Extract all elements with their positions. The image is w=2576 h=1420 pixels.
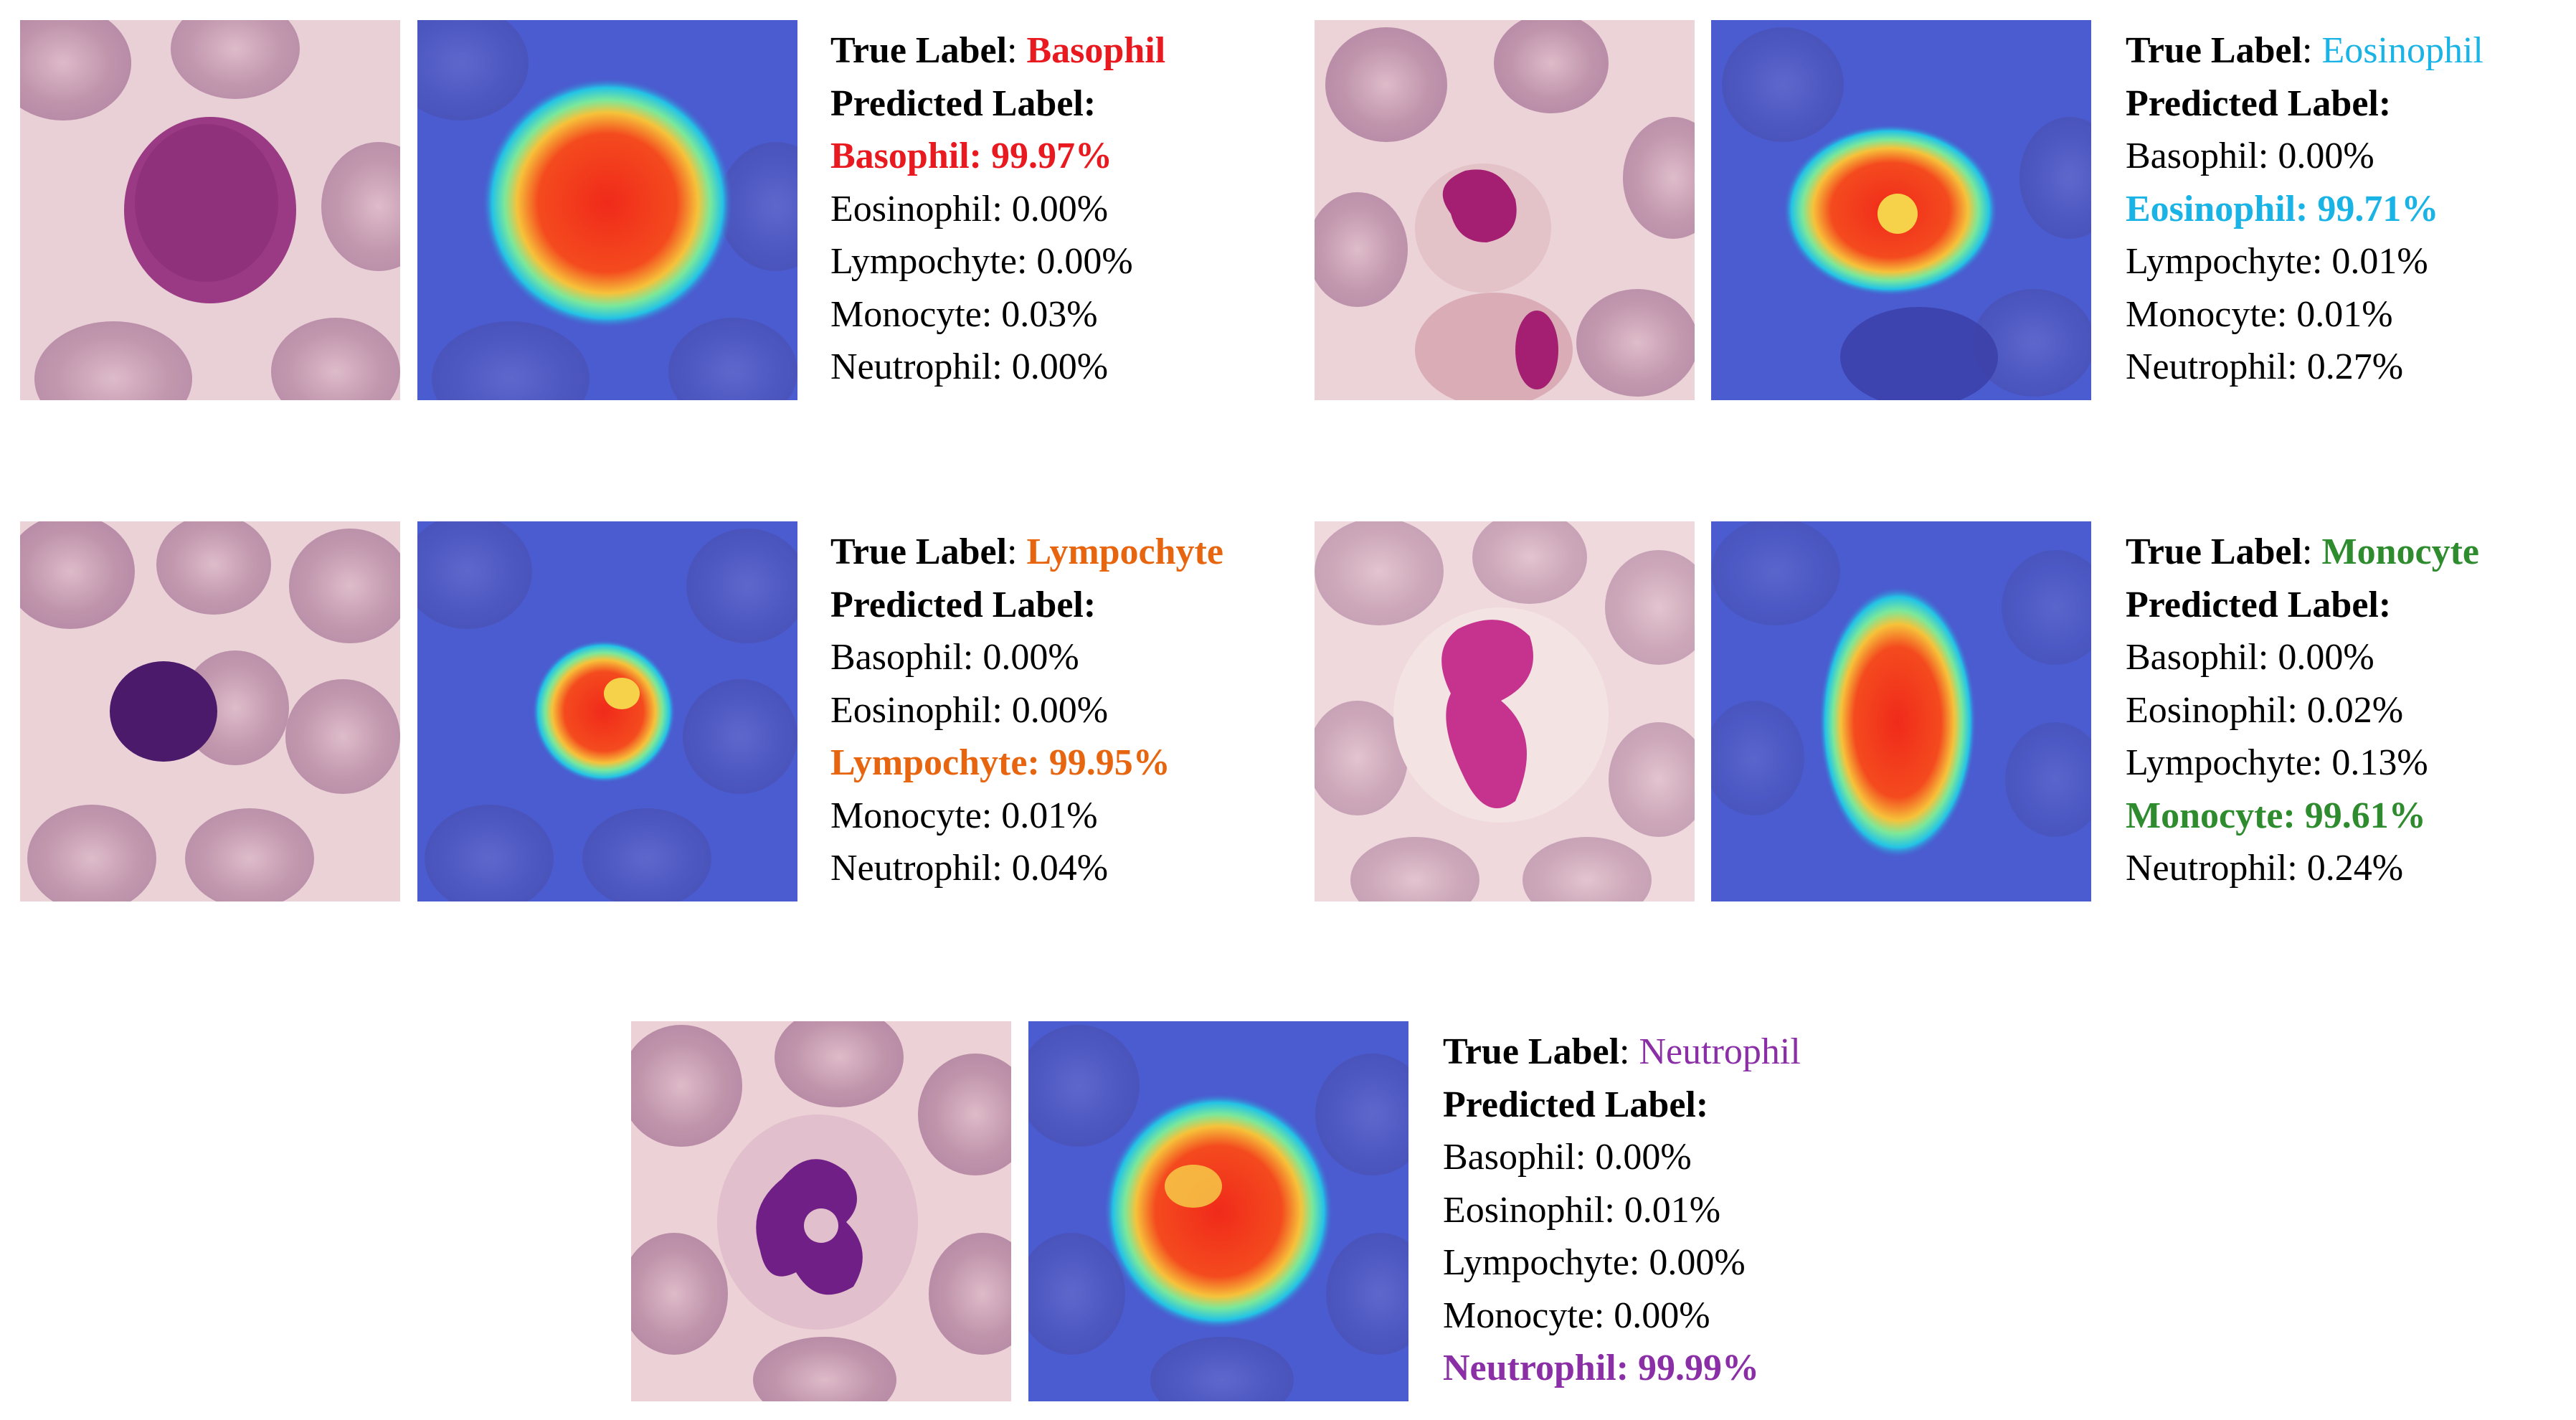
lympochyte-heatmap-image <box>417 521 797 901</box>
lympochyte-prediction-text: True Label: Lympochyte Predicted Label: … <box>830 526 1223 895</box>
true-label-value: Lympochyte <box>1026 531 1223 572</box>
predicted-label-heading: Predicted Label: <box>1443 1084 1709 1125</box>
basophil-heatmap-image <box>417 20 797 400</box>
true-label-line: True Label: Neutrophil <box>1443 1026 1801 1079</box>
true-label-key: True Label <box>830 30 1008 71</box>
prediction-lympochyte: Lympochyte: 99.95% <box>830 742 1170 783</box>
basophil-smear-image <box>20 20 400 400</box>
true-label-value: Monocyte <box>2321 531 2479 572</box>
prediction-eosinophil: Eosinophil: 0.00% <box>830 689 1109 731</box>
colon: : <box>2302 30 2313 71</box>
predicted-label-heading: Predicted Label: <box>2126 584 2392 625</box>
prediction-eosinophil: Eosinophil: 0.00% <box>830 188 1109 229</box>
prediction-basophil: Basophil: 99.97% <box>830 136 1112 176</box>
prediction-basophil: Basophil: 0.00% <box>2126 136 2374 176</box>
prediction-neutrophil: Neutrophil: 0.24% <box>2126 848 2404 889</box>
true-label-key: True Label <box>2126 531 2303 572</box>
prediction-eosinophil: Eosinophil: 0.02% <box>2126 689 2404 731</box>
prediction-neutrophil: Neutrophil: 99.99% <box>1443 1348 1760 1388</box>
prediction-basophil: Basophil: 0.00% <box>830 637 1079 678</box>
prediction-lympochyte: Lympochyte: 0.01% <box>2126 241 2428 282</box>
prediction-eosinophil: Eosinophil: 0.01% <box>1443 1189 1721 1231</box>
true-label-key: True Label <box>1443 1031 1620 1072</box>
true-label-key: True Label <box>2126 30 2303 71</box>
prediction-basophil: Basophil: 0.00% <box>1443 1137 1692 1178</box>
colon: : <box>1007 30 1018 71</box>
true-label-value: Neutrophil <box>1639 1031 1801 1072</box>
prediction-monocyte: Monocyte: 0.03% <box>830 293 1098 335</box>
true-label-line: True Label: Monocyte <box>2126 526 2479 579</box>
prediction-neutrophil: Neutrophil: 0.27% <box>2126 346 2404 387</box>
true-label-line: True Label: Basophil <box>830 24 1165 77</box>
true-label-value: Basophil <box>1026 30 1166 71</box>
prediction-lympochyte: Lympochyte: 0.00% <box>1443 1242 1746 1283</box>
eosinophil-heatmap-image <box>1711 20 2091 400</box>
true-label-line: True Label: Eosinophil <box>2126 24 2483 77</box>
neutrophil-smear-image <box>631 1021 1011 1401</box>
prediction-monocyte: Monocyte: 99.61% <box>2126 795 2426 836</box>
colon: : <box>2302 531 2313 572</box>
monocyte-heatmap-image <box>1711 521 2091 901</box>
monocyte-smear-image <box>1315 521 1695 901</box>
predicted-label-heading: Predicted Label: <box>830 584 1097 625</box>
eosinophil-smear-image <box>1315 20 1695 400</box>
neutrophil-heatmap-image <box>1028 1021 1408 1401</box>
prediction-basophil: Basophil: 0.00% <box>2126 637 2374 678</box>
neutrophil-prediction-text: True Label: Neutrophil Predicted Label: … <box>1443 1026 1801 1395</box>
colon: : <box>1619 1031 1630 1072</box>
true-label-line: True Label: Lympochyte <box>830 526 1223 579</box>
basophil-prediction-text: True Label: Basophil Predicted Label: Ba… <box>830 24 1165 394</box>
true-label-value: Eosinophil <box>2321 30 2483 71</box>
eosinophil-prediction-text: True Label: Eosinophil Predicted Label: … <box>2126 24 2483 394</box>
prediction-lympochyte: Lympochyte: 0.13% <box>2126 742 2428 783</box>
prediction-monocyte: Monocyte: 0.00% <box>1443 1294 1710 1336</box>
prediction-monocyte: Monocyte: 0.01% <box>830 795 1098 836</box>
prediction-eosinophil: Eosinophil: 99.71% <box>2126 188 2439 229</box>
prediction-lympochyte: Lympochyte: 0.00% <box>830 241 1133 282</box>
predicted-label-heading: Predicted Label: <box>830 82 1097 124</box>
predicted-label-heading: Predicted Label: <box>2126 82 2392 124</box>
prediction-monocyte: Monocyte: 0.01% <box>2126 293 2393 335</box>
lympochyte-smear-image <box>20 521 400 901</box>
colon: : <box>1007 531 1018 572</box>
true-label-key: True Label <box>830 531 1008 572</box>
monocyte-prediction-text: True Label: Monocyte Predicted Label: Ba… <box>2126 526 2479 895</box>
prediction-neutrophil: Neutrophil: 0.00% <box>830 346 1109 387</box>
prediction-neutrophil: Neutrophil: 0.04% <box>830 848 1109 889</box>
